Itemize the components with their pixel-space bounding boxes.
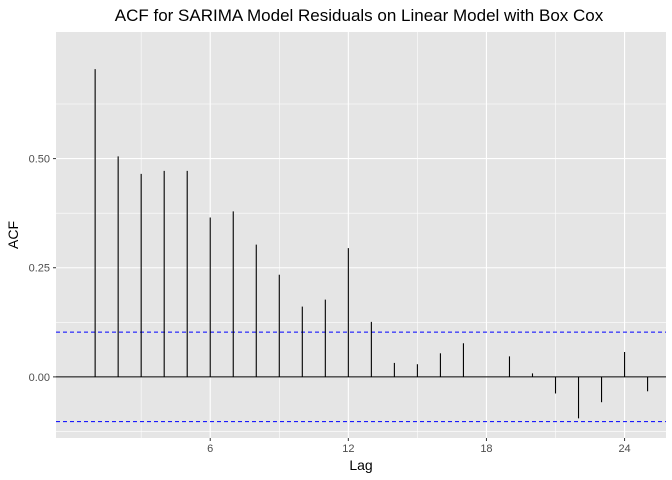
x-tick-label: 6: [207, 443, 213, 455]
x-axis-title: Lag: [349, 457, 372, 473]
acf-stems: [94, 69, 649, 419]
x-tick-label: 18: [480, 443, 492, 455]
y-axis-title: ACF: [5, 221, 21, 249]
plot-panel: [56, 32, 666, 438]
x-axis-ticks: 6 12 18 24: [207, 438, 631, 455]
confidence-lines: [56, 331, 666, 423]
x-tick-label: 24: [618, 443, 630, 455]
y-tick-label: 0.00: [29, 372, 50, 384]
grid-minor: [56, 32, 666, 438]
x-tick-label: 12: [342, 443, 354, 455]
y-axis-ticks: 0.00 0.25 0.50: [29, 154, 56, 384]
y-tick-label: 0.50: [29, 154, 50, 166]
y-tick-label: 0.25: [29, 263, 50, 275]
chart-title: ACF for SARIMA Model Residuals on Linear…: [115, 6, 604, 25]
